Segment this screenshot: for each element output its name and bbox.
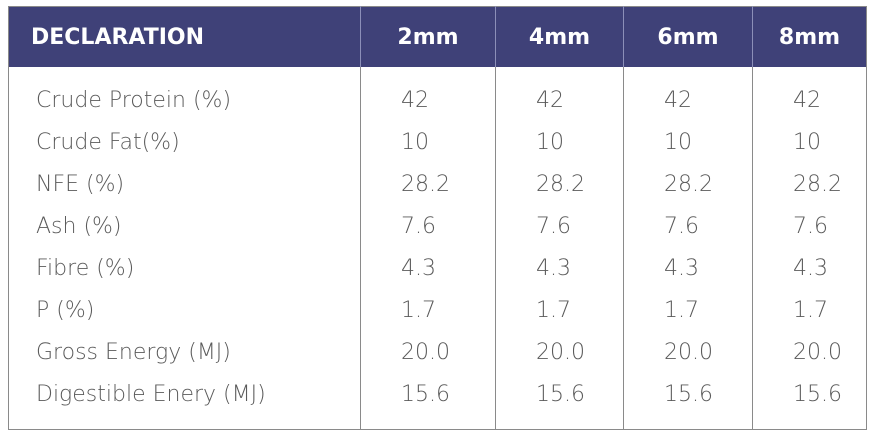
header-row: DECLARATION 2mm 4mm 6mm 8mm	[8, 6, 867, 67]
row-label: Gross Energy (MJ)	[36, 339, 231, 365]
column-header: DECLARATION	[8, 6, 361, 67]
table-row: Crude Fat(%) 10 10 10 10	[9, 121, 867, 163]
declaration-table: DECLARATION 2mm 4mm 6mm 8mm Crude Protein (%…	[8, 6, 867, 430]
cell-value: 42	[495, 67, 624, 121]
row-label: Digestible Enery (MJ)	[36, 381, 266, 407]
column-header: 6mm	[623, 6, 753, 67]
cell-value: 10	[752, 121, 867, 163]
cell-value: 1.7	[623, 289, 753, 331]
row-label: NFE (%)	[36, 171, 125, 197]
table-row: Crude Protein (%) 42 42 42 42	[9, 67, 867, 121]
cell-value: 7.6	[360, 205, 496, 247]
cell-value: 10	[623, 121, 753, 163]
cell-value: 20.0	[623, 331, 753, 373]
cell-value: 20.0	[360, 331, 496, 373]
row-label: Crude Fat(%)	[36, 129, 180, 155]
column-header: 8mm	[752, 6, 867, 67]
cell-value: 10	[495, 121, 624, 163]
cell-value: 28.2	[752, 163, 867, 205]
cell-value: 28.2	[495, 163, 624, 205]
cell-value: 1.7	[360, 289, 496, 331]
cell-value: 4.3	[752, 247, 867, 289]
table-row: Fibre (%) 4.3 4.3 4.3 4.3	[9, 247, 867, 289]
cell-value: 15.6	[360, 373, 496, 430]
cell-value: 10	[360, 121, 496, 163]
cell-value: 7.6	[495, 205, 624, 247]
cell-value: 4.3	[623, 247, 753, 289]
table-row: Gross Energy (MJ) 20.0 20.0 20.0 20.0	[9, 331, 867, 373]
cell-value: 20.0	[495, 331, 624, 373]
cell-value: 20.0	[752, 331, 867, 373]
cell-value: 15.6	[495, 373, 624, 430]
cell-value: 28.2	[360, 163, 496, 205]
cell-value: 15.6	[623, 373, 753, 430]
cell-value: 4.3	[495, 247, 624, 289]
cell-value: 42	[752, 67, 867, 121]
row-label: Ash (%)	[36, 213, 122, 239]
column-header: 2mm	[360, 6, 496, 67]
cell-value: 42	[623, 67, 753, 121]
column-header: 4mm	[495, 6, 624, 67]
row-label: Fibre (%)	[36, 255, 135, 281]
table-row: P (%) 1.7 1.7 1.7 1.7	[9, 289, 867, 331]
table-row: Digestible Enery (MJ) 15.6 15.6 15.6 15.6	[9, 373, 867, 430]
cell-value: 28.2	[623, 163, 753, 205]
cell-value: 15.6	[752, 373, 867, 430]
cell-value: 1.7	[495, 289, 624, 331]
table-body: Crude Protein (%) 42 42 42 42 Crude Fat(%) 10 1…	[9, 67, 867, 430]
cell-value: 7.6	[623, 205, 753, 247]
cell-value: 4.3	[360, 247, 496, 289]
cell-value: 42	[360, 67, 496, 121]
cell-value: 7.6	[752, 205, 867, 247]
row-label: P (%)	[36, 297, 95, 323]
table-row: Ash (%) 7.6 7.6 7.6 7.6	[9, 205, 867, 247]
table-row: NFE (%) 28.2 28.2 28.2 28.2	[9, 163, 867, 205]
cell-value: 1.7	[752, 289, 867, 331]
row-label: Crude Protein (%)	[36, 87, 232, 113]
